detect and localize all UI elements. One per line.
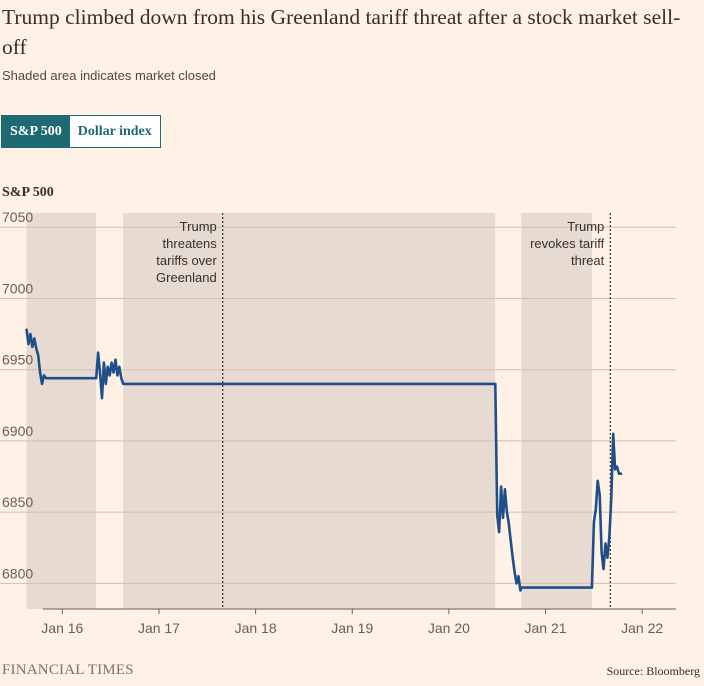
annotation-text: Greenland — [156, 270, 217, 285]
annotation-text: Trump — [180, 219, 217, 234]
annotation-text: threat — [571, 253, 605, 268]
chart-title: Trump climbed down from his Greenland ta… — [2, 5, 681, 59]
y-tick-label: 7000 — [2, 280, 33, 296]
x-tick-label: Jan 16 — [41, 620, 83, 636]
sp500-toggle-button[interactable]: S&P 500 — [2, 116, 70, 147]
dollar-index-toggle-button[interactable]: Dollar index — [69, 116, 160, 147]
annotation-text: Trump — [567, 219, 604, 234]
annotation-text: threatens — [163, 236, 218, 251]
series-line-sp500 — [25, 328, 623, 592]
market-closed-band-0 — [26, 213, 97, 609]
y-tick-label: 6950 — [2, 352, 33, 368]
annotation-text: tariffs over — [156, 253, 217, 268]
y-tick-label: 6850 — [2, 494, 33, 510]
y-tick-label: 7050 — [2, 209, 33, 225]
x-tick-label: Jan 17 — [138, 620, 180, 636]
x-tick-label: Jan 21 — [525, 620, 567, 636]
market-closed-band-2 — [521, 213, 592, 609]
market-closed-band-1 — [123, 213, 496, 609]
x-tick-label: Jan 20 — [428, 620, 470, 636]
x-tick-label: Jan 18 — [235, 620, 277, 636]
x-tick-label: Jan 19 — [331, 620, 373, 636]
annotation-text: revokes tariff — [530, 236, 605, 251]
chart-subtitle: Shaded area indicates market closed — [2, 68, 216, 83]
y-tick-label: 6900 — [2, 423, 33, 439]
y-axis-label: S&P 500 — [2, 185, 54, 200]
ft-logo: FINANCIAL TIMES — [2, 662, 134, 678]
x-tick-label: Jan 22 — [621, 620, 663, 636]
y-tick-label: 6800 — [2, 565, 33, 581]
source-note: Source: Bloomberg — [606, 664, 700, 678]
series-toggle: S&P 500 Dollar index — [1, 115, 161, 148]
